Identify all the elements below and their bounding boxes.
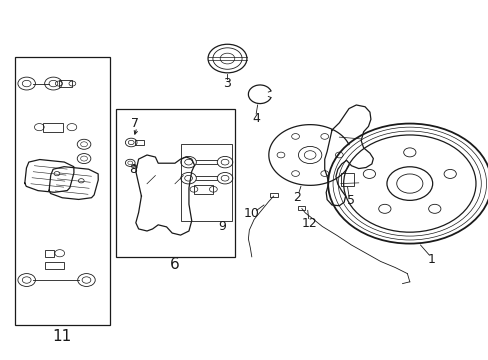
Text: 9: 9 (218, 220, 226, 233)
Bar (135, 140, 143, 145)
Text: 1: 1 (427, 253, 434, 266)
Text: 6: 6 (170, 257, 180, 272)
Text: 11: 11 (52, 329, 72, 344)
Text: 5: 5 (347, 194, 355, 207)
Bar (45, 250, 54, 257)
Bar (15, 57, 110, 325)
Bar (59, 80, 72, 87)
Bar (42, 123, 63, 132)
Bar (194, 185, 213, 194)
Bar (270, 193, 278, 197)
Bar (181, 144, 232, 221)
Text: 10: 10 (244, 207, 259, 220)
Text: 2: 2 (292, 191, 300, 204)
Text: 3: 3 (223, 77, 231, 90)
Bar (116, 109, 234, 257)
Text: 12: 12 (301, 217, 316, 230)
Text: 7: 7 (130, 117, 138, 130)
Bar (297, 206, 304, 210)
Text: 8: 8 (128, 163, 136, 176)
Bar (45, 262, 63, 269)
Text: 4: 4 (252, 112, 260, 125)
Bar (340, 173, 354, 186)
